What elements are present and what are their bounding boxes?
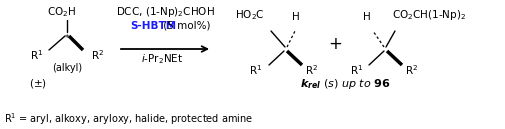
Text: R$^2$: R$^2$ [405,63,418,77]
Text: HO$_2$C: HO$_2$C [235,8,265,22]
Text: DCC, (1-Np)$_2$CHOH: DCC, (1-Np)$_2$CHOH [116,5,215,19]
Text: H: H [292,12,300,22]
Text: R$^2$: R$^2$ [305,63,318,77]
Text: H: H [363,12,371,22]
Text: R$^1$: R$^1$ [30,48,43,62]
Text: $*$: $*$ [64,31,70,41]
Text: R$^1$ = aryl, alkoxy, aryloxy, halide, protected amine: R$^1$ = aryl, alkoxy, aryloxy, halide, p… [4,111,253,127]
Text: R$^2$: R$^2$ [91,48,104,62]
Text: (5 mol%): (5 mol%) [160,21,210,31]
Text: S-HBTM: S-HBTM [130,21,176,31]
Text: ($\pm$): ($\pm$) [29,77,47,90]
Text: +: + [328,35,342,53]
Text: R$^1$: R$^1$ [349,63,363,77]
Text: $\bfit{k}_{\bfit{rel}}$ $\it{(s)}$ $\it{up\ to}$ $\bf{96}$: $\bfit{k}_{\bfit{rel}}$ $\it{(s)}$ $\it{… [300,77,390,91]
Text: CO$_2$H: CO$_2$H [47,5,77,19]
Text: R$^1$: R$^1$ [248,63,262,77]
Text: $i$-Pr$_2$NEt: $i$-Pr$_2$NEt [141,52,183,66]
Text: CO$_2$CH(1-Np)$_2$: CO$_2$CH(1-Np)$_2$ [392,8,466,22]
Text: (alkyl): (alkyl) [52,63,82,73]
